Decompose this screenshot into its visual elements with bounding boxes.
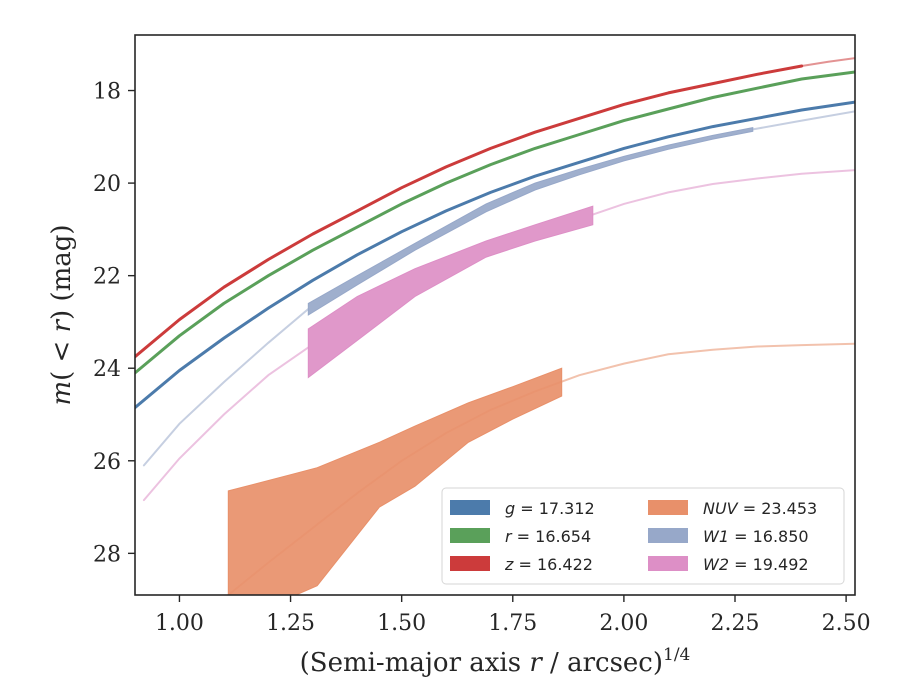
legend-series-name: z [504, 555, 514, 574]
x-axis: 1.00 1.25 1.50 1.75 2.00 2.25 2.50 [155, 595, 871, 636]
legend-equals: = [729, 527, 753, 546]
y-tick-label: 24 [93, 357, 121, 382]
legend-label-nuv: NUV = 23.453 [703, 499, 817, 518]
y-axis-label-close: ) [47, 310, 77, 320]
legend-series-name: W1 [703, 527, 729, 546]
legend-series-value: 19.492 [753, 555, 809, 574]
series-nuv-band [227, 367, 563, 595]
x-axis-label-unit: / arcsec) [542, 648, 663, 678]
x-tick-label: 1.00 [155, 611, 204, 636]
y-axis-label-lt: < [47, 332, 77, 370]
x-tick-label: 1.25 [266, 611, 315, 636]
series-w2-extrapolation [142, 346, 310, 502]
plot-frame [134, 34, 856, 596]
y-axis-label-r: r [47, 318, 77, 332]
x-tick-label: 1.75 [488, 611, 537, 636]
legend-label-r: r = 16.654 [505, 527, 591, 546]
series-w1-band [307, 126, 754, 316]
x-axis-label: (Semi-major axis r / arcsec)1/4 [300, 645, 691, 678]
y-axis-label: m( < r) (mag) [47, 224, 77, 405]
x-tick-label: 2.50 [822, 611, 871, 636]
legend-swatch-z [450, 556, 490, 571]
legend-swatch-g [450, 500, 490, 515]
legend-label-w2: W2 = 19.492 [703, 555, 809, 574]
x-axis-label-r: r [529, 648, 543, 678]
y-axis-label-paren: ( [47, 371, 77, 381]
y-tick-label: 22 [93, 265, 121, 290]
x-axis-label-exponent: 1/4 [663, 645, 690, 665]
y-tick-label: 18 [93, 80, 121, 105]
y-tick-label: 26 [93, 450, 121, 475]
series-g-line [135, 100, 855, 410]
y-axis: 18 20 22 24 26 28 [93, 80, 135, 567]
legend-series-name: W2 [703, 555, 729, 574]
series-w2-band [307, 205, 594, 379]
x-tick-label: 1.50 [377, 611, 426, 636]
legend-swatch-w1 [648, 528, 688, 543]
legend-swatch-nuv [648, 500, 688, 515]
legend-series-name: NUV [703, 499, 739, 518]
legend-series-name: g [505, 499, 515, 518]
x-tick-label: 2.25 [711, 611, 760, 636]
legend-equals: = [729, 555, 753, 574]
legend-equals: = [512, 527, 536, 546]
series-z-line [135, 64, 804, 359]
y-axis-label-unit: (mag) [47, 224, 77, 309]
series-w2-extrapolation-outer [591, 169, 855, 216]
legend-series-value: 16.422 [537, 555, 593, 574]
legend-equals: = [515, 499, 539, 518]
legend-equals: = [513, 555, 537, 574]
y-tick-label: 20 [93, 172, 121, 197]
chart-marks [135, 57, 855, 595]
x-axis-label-main: (Semi-major axis [300, 648, 530, 678]
series-w1-extrapolation [142, 308, 310, 467]
legend-label-z: z = 16.422 [504, 555, 593, 574]
plot-area [135, 57, 855, 595]
legend-label-w1: W1 = 16.850 [703, 527, 809, 546]
x-tick-label: 2.00 [599, 611, 648, 636]
legend-series-name: r [505, 527, 513, 546]
legend-label-g: g = 17.312 [505, 499, 595, 518]
series-z-extrapolation [800, 57, 855, 67]
series-r-line [135, 70, 855, 375]
legend-series-value: 23.453 [761, 499, 817, 518]
series-w1-extrapolation-outer [751, 110, 855, 131]
y-tick-label: 28 [93, 542, 121, 567]
legend-series-value: 17.312 [539, 499, 595, 518]
y-axis-label-m: m [47, 381, 77, 406]
legend-swatch-w2 [648, 556, 688, 571]
legend: g = 17.312 r = 16.654 z = 16.422 NUV = 23.4… [441, 487, 845, 585]
legend-series-value: 16.654 [535, 527, 591, 546]
legend-equals: = [738, 499, 762, 518]
legend-swatch-r [450, 528, 490, 543]
legend-series-value: 16.850 [753, 527, 809, 546]
legend-frame [441, 487, 845, 585]
